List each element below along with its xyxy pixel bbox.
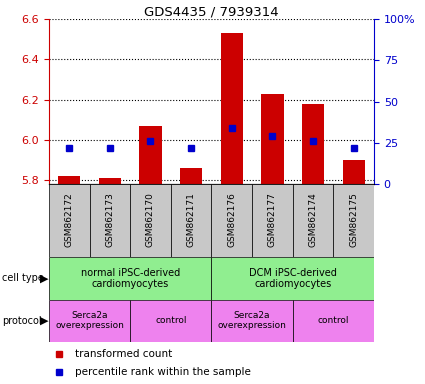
Text: percentile rank within the sample: percentile rank within the sample	[75, 366, 251, 377]
Bar	[90, 184, 130, 257]
Bar	[49, 184, 90, 257]
Bar	[211, 300, 293, 342]
Text: GSM862173: GSM862173	[105, 192, 114, 247]
Bar	[130, 300, 211, 342]
Bar	[171, 184, 211, 257]
Bar	[130, 184, 171, 257]
Text: transformed count: transformed count	[75, 349, 172, 359]
Text: GSM862171: GSM862171	[187, 192, 196, 247]
Text: Serca2a
overexpression: Serca2a overexpression	[55, 311, 124, 330]
Bar	[293, 300, 374, 342]
Text: GSM862170: GSM862170	[146, 192, 155, 247]
Bar	[333, 184, 374, 257]
Text: Serca2a
overexpression: Serca2a overexpression	[218, 311, 286, 330]
Bar	[49, 300, 130, 342]
Bar	[302, 104, 324, 184]
Bar	[211, 257, 374, 300]
Bar	[252, 184, 293, 257]
Text: ▶: ▶	[40, 316, 49, 326]
Text: ▶: ▶	[40, 273, 49, 283]
Bar	[211, 184, 252, 257]
Bar	[49, 257, 211, 300]
Text: cell type: cell type	[2, 273, 44, 283]
Bar	[139, 126, 162, 184]
Text: GSM862174: GSM862174	[309, 192, 317, 247]
Bar	[343, 160, 365, 184]
Text: protocol: protocol	[2, 316, 42, 326]
Bar	[261, 94, 283, 184]
Bar	[99, 178, 121, 184]
Text: normal iPSC-derived
cardiomyocytes: normal iPSC-derived cardiomyocytes	[80, 268, 180, 289]
Text: GSM862172: GSM862172	[65, 192, 74, 247]
Bar	[180, 168, 202, 184]
Text: GSM862176: GSM862176	[227, 192, 236, 247]
Bar	[58, 176, 80, 184]
Bar	[221, 33, 243, 184]
Text: control: control	[317, 316, 349, 325]
Text: GSM862177: GSM862177	[268, 192, 277, 247]
Text: control: control	[155, 316, 187, 325]
Bar	[293, 184, 333, 257]
Title: GDS4435 / 7939314: GDS4435 / 7939314	[144, 5, 279, 18]
Text: DCM iPSC-derived
cardiomyocytes: DCM iPSC-derived cardiomyocytes	[249, 268, 337, 289]
Text: GSM862175: GSM862175	[349, 192, 358, 247]
